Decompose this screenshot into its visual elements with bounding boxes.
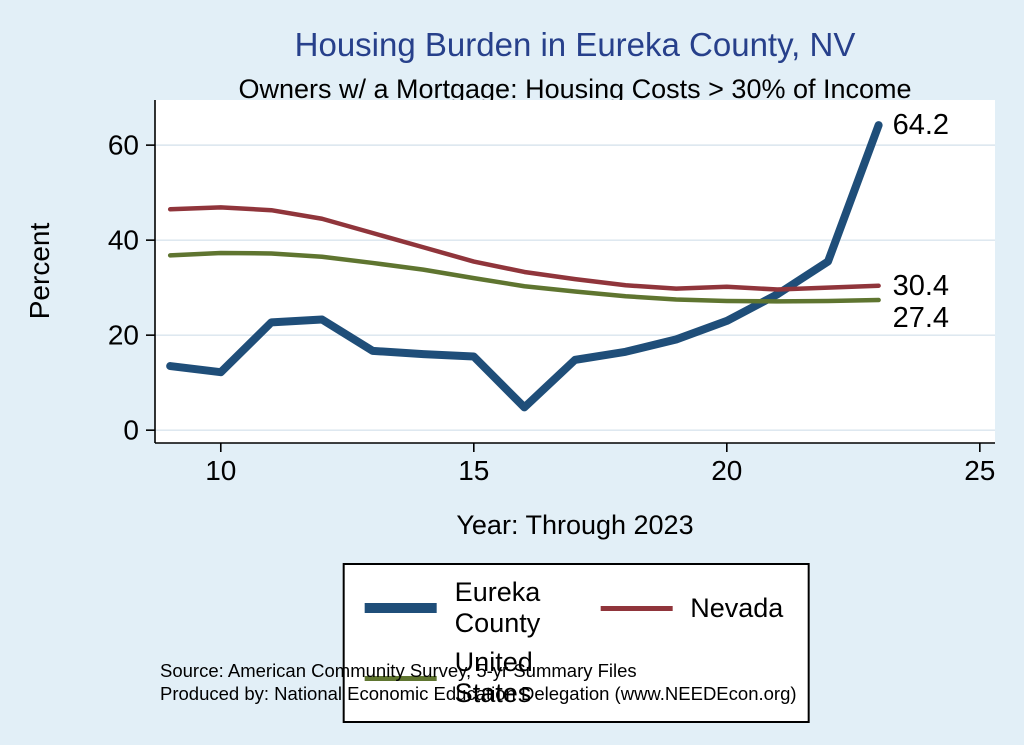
end-value-label: 30.4 — [893, 270, 949, 302]
end-value-label: 27.4 — [893, 302, 949, 334]
x-axis-label: Year: Through 2023 — [456, 510, 694, 540]
chart-title: Housing Burden in Eureka County, NV — [294, 26, 856, 63]
x-tick-label: 25 — [964, 455, 995, 486]
legend-swatch — [364, 603, 437, 613]
legend-item-united-states: United States — [364, 647, 541, 709]
legend-label: United States — [454, 647, 533, 708]
source-note: Source: American Community Survey, 5-yr … — [160, 660, 797, 705]
y-tick-label: 0 — [123, 415, 139, 446]
y-tick-label: 60 — [108, 130, 139, 161]
legend: Eureka County Nevada United States — [342, 563, 810, 723]
x-tick-label: 15 — [458, 455, 489, 486]
end-value-label: 64.2 — [893, 109, 949, 141]
legend-label: Nevada — [690, 592, 784, 623]
x-tick-label: 20 — [711, 455, 742, 486]
source-line-1: Source: American Community Survey, 5-yr … — [160, 660, 637, 681]
legend-label: Eureka County — [454, 577, 541, 638]
legend-swatch — [600, 605, 673, 611]
plot-area — [155, 100, 995, 443]
series-line-nevada — [167, 205, 881, 292]
y-tick-label: 20 — [108, 320, 139, 351]
chart-subtitle: Owners w/ a Mortgage: Housing Costs > 30… — [238, 74, 912, 104]
x-tick-label: 10 — [205, 455, 236, 486]
legend-swatch — [364, 675, 437, 681]
legend-item-eureka-county: Eureka County — [364, 577, 541, 639]
y-tick-label: 40 — [108, 225, 139, 256]
series-line-united-states — [167, 250, 881, 304]
legend-item-nevada: Nevada — [600, 577, 783, 639]
source-line-2: Produced by: National Economic Education… — [160, 682, 797, 704]
